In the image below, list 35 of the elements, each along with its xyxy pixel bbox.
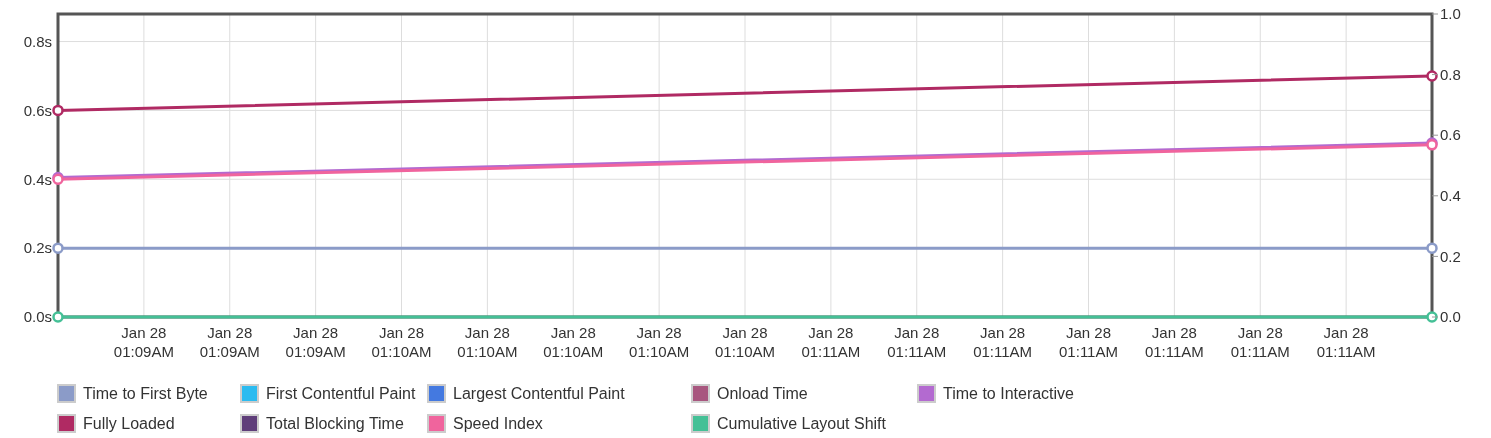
legend-label: Fully Loaded — [83, 414, 175, 432]
y2-tick-label: 0.0 — [1440, 308, 1461, 326]
y2-tick-label: 0.4 — [1440, 187, 1461, 205]
x-tick-label: Jan 28 01:10AM — [714, 324, 776, 360]
x-tick-label: Jan 28 01:11AM — [1144, 324, 1204, 360]
y-tick-label: 0.8s — [23, 32, 52, 50]
y2-tick-label: 0.8 — [1440, 65, 1461, 83]
legend-label: Time to Interactive — [943, 384, 1075, 402]
y2-tick-label: 1.0 — [1440, 5, 1461, 23]
x-tick-label: Jan 28 01:09AM — [199, 324, 260, 360]
x-tick-label: Jan 28 01:11AM — [1230, 324, 1290, 360]
legend-label: Total Blocking Time — [266, 414, 404, 432]
y-tick-label: 0.6s — [23, 101, 52, 119]
legend-label: First Contentful Paint — [266, 384, 416, 402]
legend-label: Cumulative Layout Shift — [717, 414, 887, 432]
x-tick-label: Jan 28 01:11AM — [1059, 324, 1118, 360]
x-tick-label: Jan 28 01:11AM — [801, 324, 861, 360]
x-tick-label: Jan 28 01:10AM — [371, 324, 432, 360]
x-tick-label: Jan 28 01:09AM — [113, 324, 174, 360]
x-tick-label: Jan 28 01:10AM — [457, 324, 518, 360]
y2-tick-label: 0.6 — [1440, 126, 1461, 144]
y-tick-label: 0.0s — [23, 308, 52, 326]
legend-label: Time to First Byte — [83, 384, 208, 402]
x-tick-label: Jan 28 01:11AM — [887, 324, 947, 360]
x-tick-label: Jan 28 01:11AM — [1316, 324, 1376, 360]
x-tick-label: Jan 28 01:10AM — [629, 324, 690, 360]
legend-label: Largest Contentful Paint — [453, 384, 626, 402]
legend-label: Speed Index — [453, 414, 543, 432]
x-tick-label: Jan 28 01:10AM — [543, 324, 604, 360]
y2-tick-label: 0.2 — [1440, 247, 1461, 265]
x-tick-label: Jan 28 01:11AM — [973, 324, 1033, 360]
y-tick-label: 0.2s — [23, 239, 52, 257]
y-tick-label: 0.4s — [23, 170, 52, 188]
legend-label: Onload Time — [717, 384, 808, 402]
x-tick-label: Jan 28 01:09AM — [285, 324, 346, 360]
